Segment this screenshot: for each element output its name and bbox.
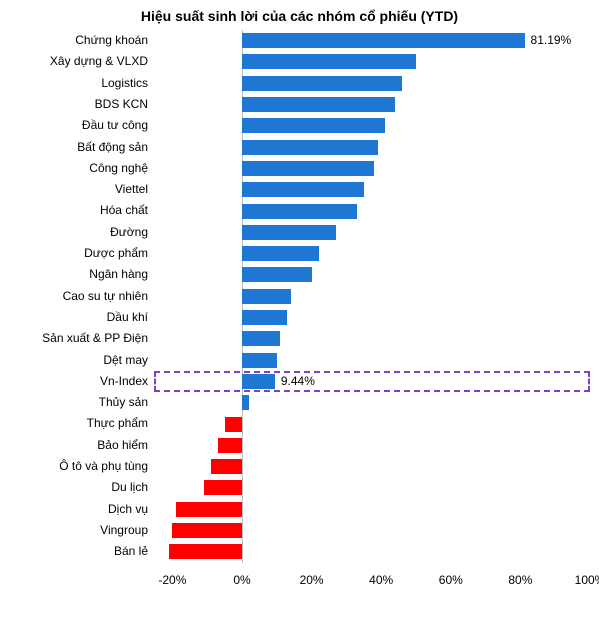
bar — [242, 76, 402, 91]
bar-row: Dầu khí — [0, 307, 599, 328]
bar — [242, 289, 291, 304]
x-tick-label: -20% — [158, 573, 186, 587]
category-label: Sản xuất & PP Điện — [0, 328, 152, 349]
category-label: Công nghệ — [0, 158, 152, 179]
category-label: Thủy sản — [0, 392, 152, 413]
bar-row: Bất động sản — [0, 137, 599, 158]
bar-row: Ô tô và phụ tùng — [0, 456, 599, 477]
bar-row: Thực phẩm — [0, 413, 599, 434]
category-label: Dầu khí — [0, 307, 152, 328]
bar — [242, 33, 525, 48]
bar — [242, 225, 336, 240]
bar-row: BDS KCN — [0, 94, 599, 115]
bar — [242, 395, 249, 410]
bar-row: Xây dựng & VLXD — [0, 51, 599, 72]
bar-row: Dược phẩm — [0, 243, 599, 264]
bar-row: Thủy sản — [0, 392, 599, 413]
category-label: Cao su tự nhiên — [0, 286, 152, 307]
bar — [176, 502, 242, 517]
bar — [225, 417, 242, 432]
category-label: Đầu tư công — [0, 115, 152, 136]
bar-row: Đường — [0, 222, 599, 243]
category-label: Hóa chất — [0, 200, 152, 221]
bar-row: Bảo hiểm — [0, 435, 599, 456]
bar — [242, 140, 378, 155]
x-tick-label: 80% — [508, 573, 532, 587]
x-tick-label: 0% — [233, 573, 250, 587]
bar — [242, 97, 395, 112]
x-tick-label: 60% — [439, 573, 463, 587]
category-label: Chứng khoán — [0, 30, 152, 51]
category-label: Bán lẻ — [0, 541, 152, 562]
bar-row: Dịch vụ — [0, 499, 599, 520]
category-label: Dược phẩm — [0, 243, 152, 264]
category-label: Ngân hàng — [0, 264, 152, 285]
x-tick-label: 40% — [369, 573, 393, 587]
category-label: Dệt may — [0, 350, 152, 371]
bar — [211, 459, 242, 474]
bar-row: Cao su tự nhiên — [0, 286, 599, 307]
category-label: Thực phẩm — [0, 413, 152, 434]
x-tick-label: 100% — [575, 573, 599, 587]
x-tick-label: 20% — [300, 573, 324, 587]
bar-row: Ngân hàng — [0, 264, 599, 285]
category-label: Ô tô và phụ tùng — [0, 456, 152, 477]
bar-row: Logistics — [0, 73, 599, 94]
category-label: Xây dựng & VLXD — [0, 51, 152, 72]
plot-area: Chứng khoánXây dựng & VLXDLogisticsBDS K… — [0, 30, 599, 563]
bar — [242, 118, 385, 133]
bar-row: Sản xuất & PP Điện — [0, 328, 599, 349]
category-label: Logistics — [0, 73, 152, 94]
bar-row: Đầu tư công — [0, 115, 599, 136]
bar — [218, 438, 242, 453]
bar — [242, 353, 277, 368]
bar-row: Chứng khoán — [0, 30, 599, 51]
category-label: Du lịch — [0, 477, 152, 498]
category-label: Dịch vụ — [0, 499, 152, 520]
bar — [242, 161, 374, 176]
bar — [242, 54, 416, 69]
bar — [242, 267, 312, 282]
bar — [242, 331, 280, 346]
bar — [204, 480, 242, 495]
bar — [242, 310, 287, 325]
bar — [169, 544, 242, 559]
bar-row: Hóa chất — [0, 200, 599, 221]
category-label: Vingroup — [0, 520, 152, 541]
bar-row: Công nghệ — [0, 158, 599, 179]
value-annotation: 81.19% — [531, 30, 572, 51]
category-label: Vn-Index — [0, 371, 152, 392]
category-label: Đường — [0, 222, 152, 243]
highlight-box — [154, 371, 590, 392]
bar — [242, 182, 364, 197]
bar-row: Viettel — [0, 179, 599, 200]
bar-row: Bán lẻ — [0, 541, 599, 562]
chart-container: Hiệu suất sinh lời của các nhóm cổ phiếu… — [0, 0, 599, 617]
bar-row: Dệt may — [0, 350, 599, 371]
bar — [172, 523, 242, 538]
bar-row: Vingroup — [0, 520, 599, 541]
category-label: Bất động sản — [0, 137, 152, 158]
category-label: Bảo hiểm — [0, 435, 152, 456]
bar-row: Du lịch — [0, 477, 599, 498]
category-label: BDS KCN — [0, 94, 152, 115]
category-label: Viettel — [0, 179, 152, 200]
bar — [242, 246, 319, 261]
chart-title: Hiệu suất sinh lời của các nhóm cổ phiếu… — [0, 8, 599, 24]
bar — [242, 204, 357, 219]
